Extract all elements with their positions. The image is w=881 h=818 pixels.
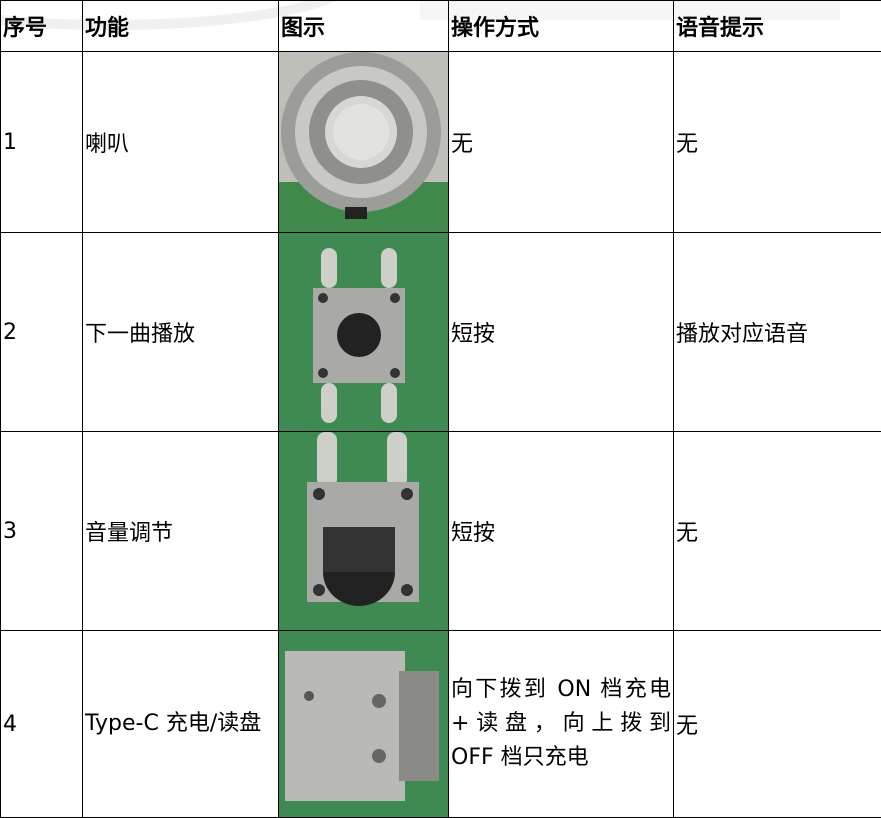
row: 2 下一曲播放 短按 播放对应语音 [1, 233, 881, 432]
volume-button-photo [279, 432, 449, 630]
cell: 无 [674, 52, 881, 233]
row: 4 Type-C 充电/读盘 向下拨到 ON 档充电+读盘，向上拨到 OFF 档… [1, 631, 881, 818]
cell: 无 [674, 432, 881, 631]
cell: 短按 [449, 432, 674, 631]
cell: 向下拨到 ON 档充电+读盘，向上拨到 OFF 档只充电 [449, 631, 674, 818]
cell: 播放对应语音 [674, 233, 881, 432]
cell: 短按 [449, 233, 674, 432]
image-cell [279, 432, 449, 631]
image-cell [279, 233, 449, 432]
cell: 2 [1, 233, 83, 432]
header-cell: 语音提示 [674, 1, 881, 52]
cell: 4 [1, 631, 83, 818]
cell: Type-C 充电/读盘 [83, 631, 279, 818]
header-cell: 图示 [279, 1, 449, 52]
header-cell: 功能 [83, 1, 279, 52]
cell: 无 [449, 52, 674, 233]
usb-c-photo [279, 631, 449, 817]
header-cell: 序号 [1, 1, 83, 52]
image-cell [279, 631, 449, 818]
image-cell [279, 52, 449, 233]
cell: 无 [674, 631, 881, 818]
cell: 喇叭 [83, 52, 279, 233]
row: 1 喇叭 无 无 [1, 52, 881, 233]
cell: 1 [1, 52, 83, 233]
cell: 下一曲播放 [83, 233, 279, 432]
row: 3 音量调节 短按 无 [1, 432, 881, 631]
speaker-photo [279, 52, 449, 232]
button-photo [279, 233, 449, 431]
header-row: 序号 功能 图示 操作方式 语音提示 [1, 1, 881, 52]
header-cell: 操作方式 [449, 1, 674, 52]
cell: 音量调节 [83, 432, 279, 631]
cell: 3 [1, 432, 83, 631]
